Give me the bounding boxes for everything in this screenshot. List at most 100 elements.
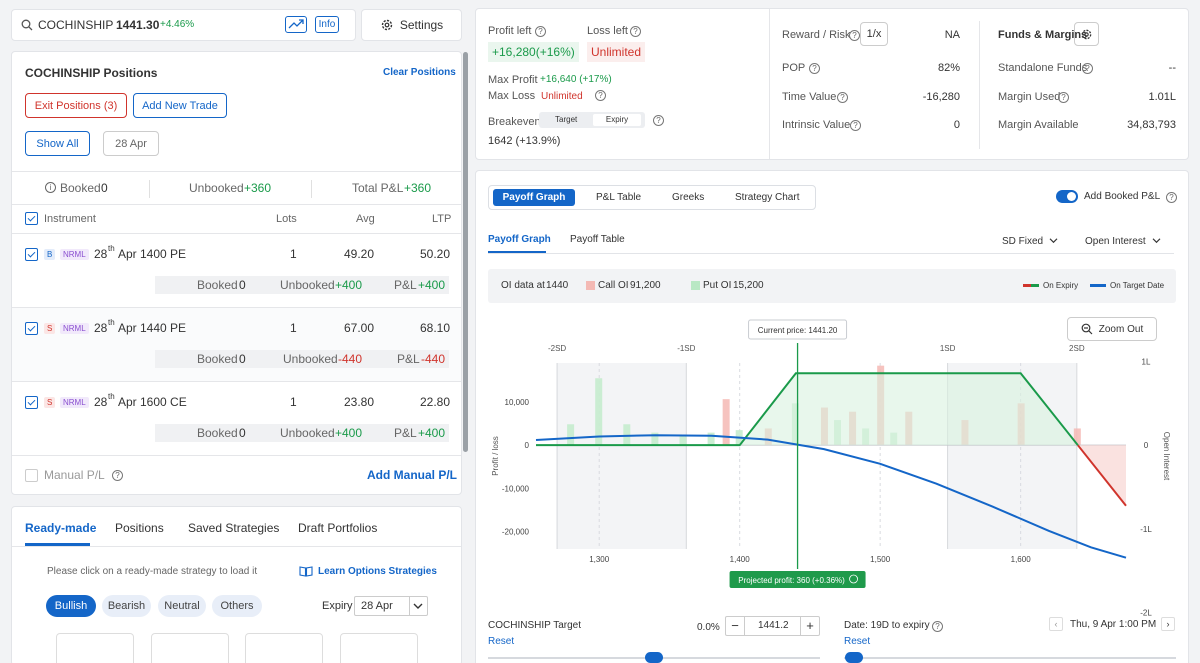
exit-positions-button[interactable]: Exit Positions (3)	[25, 93, 127, 118]
tab-positions[interactable]: Positions	[115, 521, 164, 535]
select-all-checkbox[interactable]	[25, 212, 38, 225]
product-badge: NRML	[60, 323, 89, 334]
date-reset-link[interactable]: Reset	[844, 636, 871, 647]
learn-strategies-link[interactable]: Learn Options Strategies	[318, 566, 437, 577]
sd-label: -1SD	[677, 344, 695, 353]
breakeven-target-option[interactable]: Target	[555, 115, 578, 124]
tab-greeks[interactable]: Greeks	[672, 192, 705, 203]
pnl-summary-bar: i Booked 0 Unbooked +360 Total P&L +360	[12, 171, 461, 205]
positions-title: COCHINSHIP Positions	[25, 66, 158, 80]
breakeven-expiry-option[interactable]: Expiry	[593, 114, 641, 126]
open-interest-dropdown[interactable]: Open Interest	[1085, 236, 1146, 247]
date-slider-track[interactable]	[844, 657, 1176, 659]
reward-risk-value: NA	[944, 29, 960, 41]
plus-button[interactable]: +	[800, 617, 819, 635]
row-pnl-bar: Booked 0 Unbooked +400 P&L +400	[155, 276, 449, 294]
positions-scrollbar[interactable]	[463, 52, 468, 452]
row-checkbox[interactable]	[25, 396, 38, 409]
y-tick-label: -10,000	[502, 484, 530, 493]
add-manual-pl-link[interactable]: Add Manual P/L	[367, 468, 457, 482]
zoom-out-button[interactable]: Zoom Out	[1067, 317, 1157, 341]
strategy-card[interactable]	[245, 633, 323, 663]
instrument-name: Apr 1400 PE	[118, 247, 187, 261]
gear-icon	[381, 19, 393, 31]
x-tick-label: 1,400	[730, 555, 751, 564]
chip-neutral[interactable]: Neutral	[158, 595, 206, 617]
symbol-name: COCHINSHIP	[38, 18, 114, 32]
put-oi-bar	[651, 432, 659, 446]
reward-risk-toggle[interactable]: 1/x	[860, 22, 888, 46]
x-tick-label: 1,600	[1011, 555, 1032, 564]
tab-ready-made[interactable]: Ready-made	[25, 521, 97, 535]
y-tick-label: -20,000	[502, 528, 530, 537]
help-icon: ?	[849, 30, 860, 41]
tab-strategy-chart[interactable]: Strategy Chart	[735, 192, 800, 203]
tab-draft-portfolios[interactable]: Draft Portfolios	[298, 521, 378, 535]
row-pnl-bar: Booked 0 Unbooked -440 P&L -440	[155, 350, 449, 368]
subtab-payoff-graph[interactable]: Payoff Graph	[488, 234, 551, 245]
date-next-button[interactable]: ›	[1161, 617, 1175, 631]
add-booked-toggle[interactable]	[1056, 190, 1078, 203]
help-icon: ?	[112, 470, 123, 481]
trend-icon	[288, 19, 304, 29]
info-button[interactable]: Info	[315, 16, 339, 33]
strategy-card[interactable]	[56, 633, 134, 663]
unbooked-label: Unbooked	[189, 181, 244, 195]
projected-profit-label: Projected profit: 360 (+0.36%)	[738, 576, 845, 585]
funds-settings-button[interactable]	[1074, 22, 1099, 46]
chart-trend-button[interactable]	[285, 16, 307, 33]
margin-available-label: Margin Available	[998, 119, 1079, 131]
profit-left-value: +16,280(+16%)	[488, 42, 579, 62]
col-lots: Lots	[276, 213, 297, 225]
minus-button[interactable]: −	[726, 617, 745, 635]
help-icon: ?	[535, 26, 546, 37]
expiry-loss-line	[1077, 444, 1127, 507]
tab-saved-strategies[interactable]: Saved Strategies	[188, 521, 280, 535]
target-slider-handle[interactable]	[645, 652, 663, 663]
side-badge: B	[44, 249, 56, 260]
chip-bullish[interactable]: Bullish	[46, 595, 96, 617]
oi-strike: 1440	[546, 280, 569, 291]
target-stepper: − 1441.2 +	[725, 616, 820, 636]
sd-label: -2SD	[548, 344, 566, 353]
intrinsic-value-label: Intrinsic Value	[782, 119, 851, 131]
tab-pl-table[interactable]: P&L Table	[596, 192, 642, 203]
target-price-input[interactable]: 1441.2	[758, 620, 789, 631]
chip-bearish[interactable]: Bearish	[102, 595, 151, 617]
max-profit-value: +16,640 (+17%)	[540, 74, 612, 85]
breakeven-toggle[interactable]: Target Expiry	[539, 112, 645, 128]
date-slider-handle[interactable]	[845, 652, 863, 663]
strategy-card[interactable]	[151, 633, 229, 663]
payoff-panel: Payoff Graph P&L Table Greeks Strategy C…	[475, 170, 1189, 663]
strategy-card[interactable]	[340, 633, 418, 663]
standalone-funds-label: Standalone Funds	[998, 62, 1088, 74]
target-label: COCHINSHIP Target	[488, 620, 581, 631]
chip-others[interactable]: Others	[212, 595, 262, 617]
date-prev-button[interactable]: ‹	[1049, 617, 1063, 631]
help-icon: ?	[850, 120, 861, 131]
summary-panel: Profit left ? +16,280(+16%) Loss left ? …	[475, 8, 1189, 160]
target-reset-link[interactable]: Reset	[488, 636, 515, 647]
y2-tick-label: 1L	[1142, 357, 1151, 366]
expiry-date-filter[interactable]: 28 Apr	[103, 131, 159, 156]
subtab-payoff-table[interactable]: Payoff Table	[570, 234, 625, 245]
clear-positions-link[interactable]: Clear Positions	[383, 67, 456, 78]
booked-value: 0	[101, 181, 108, 195]
expiry-select[interactable]: 28 Apr	[354, 596, 428, 616]
row-checkbox[interactable]	[25, 322, 38, 335]
payoff-chart[interactable]: -2SD -1SD 1SD 2SD Current price: 1441.20 Proj…	[476, 171, 1190, 663]
info-icon: i	[45, 182, 56, 193]
manual-pl-checkbox[interactable]	[25, 469, 38, 482]
row-checkbox[interactable]	[25, 248, 38, 261]
show-all-button[interactable]: Show All	[25, 131, 90, 156]
y-tick-label: 10,000	[505, 398, 530, 407]
settings-button[interactable]: Settings	[361, 9, 462, 41]
add-new-trade-button[interactable]: Add New Trade	[133, 93, 227, 118]
sd-fixed-dropdown[interactable]: SD Fixed	[1002, 236, 1044, 247]
help-icon: ?	[809, 63, 820, 74]
strategies-panel: Ready-made Positions Saved Strategies Dr…	[11, 506, 462, 663]
tab-payoff-graph[interactable]: Payoff Graph	[493, 189, 575, 206]
margin-used-label: Margin Used	[998, 91, 1061, 103]
symbol-search-bar[interactable]: COCHINSHIP 1441.30 +4.46% Info	[11, 9, 356, 41]
side-badge: S	[44, 397, 56, 408]
